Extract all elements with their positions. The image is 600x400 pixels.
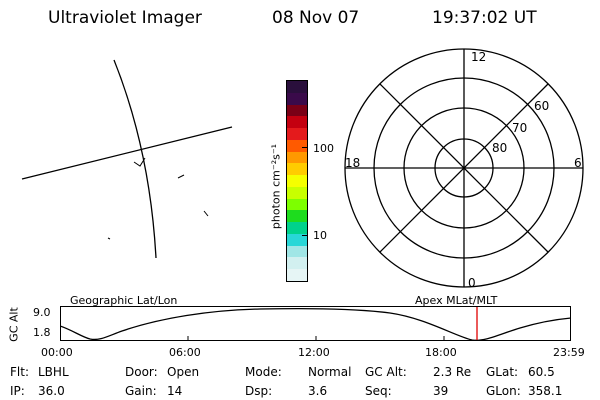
- status-value: 3.6: [308, 384, 328, 398]
- status-key: GLon:: [486, 384, 521, 398]
- colorbar-segment: [287, 104, 307, 117]
- status-key: Flt:: [10, 365, 29, 379]
- coastline-fragment: [177, 174, 185, 179]
- status-key: Gain:: [125, 384, 157, 398]
- timeline-frame: [60, 306, 571, 341]
- time-tick-0000: 00:00: [41, 346, 73, 359]
- colorbar-unit-label: photon cm⁻²s⁻¹: [269, 143, 283, 230]
- colorbar-segment: [287, 92, 307, 105]
- mlt-label-18: 18: [345, 156, 360, 170]
- coastline-fragment: [107, 237, 111, 240]
- status-key: GLat:: [486, 365, 519, 379]
- status-value: 60.5: [528, 365, 555, 379]
- colorbar-tickmark: [302, 147, 307, 148]
- colorbar-segment: [287, 81, 307, 93]
- mlat-label-80: 80: [492, 141, 507, 155]
- status-key: Dsp:: [245, 384, 273, 398]
- mlt-label-12: 12: [471, 50, 486, 64]
- color-scale-bar: [286, 80, 308, 282]
- mlt-label-0: 0: [468, 276, 476, 290]
- status-value: 358.1: [528, 384, 563, 398]
- altitude-curve: [60, 307, 572, 341]
- latitude-line: [21, 126, 233, 180]
- meridian-line: [113, 59, 157, 259]
- geographic-map-panel: [21, 59, 233, 259]
- geographic-label: Geographic Lat/Lon: [70, 294, 178, 307]
- colorbar-segment: [287, 198, 307, 211]
- colorbar-segment: [287, 257, 307, 270]
- altitude-timeline-plot: [60, 306, 572, 341]
- status-value: Open: [167, 365, 200, 379]
- alt-tick-max: 9.0: [33, 306, 51, 319]
- status-key: IP:: [10, 384, 25, 398]
- colorbar-segment: [287, 222, 307, 234]
- colorbar-segment: [287, 233, 307, 246]
- mlat-label-60: 60: [534, 99, 549, 113]
- observation-time: 19:37:02 UT: [432, 8, 537, 28]
- time-tick-1800: 18:00: [425, 346, 457, 359]
- colorbar-tick-10: 10: [313, 229, 327, 242]
- diagonal-meridian: [379, 83, 549, 253]
- status-value: 2.3 Re: [433, 365, 472, 379]
- status-key: Seq:: [365, 384, 392, 398]
- timeline-ylabel: GC Alt: [7, 307, 21, 342]
- colorbar-segment: [287, 128, 307, 140]
- colorbar-segment: [287, 163, 307, 176]
- apex-label: Apex MLat/MLT: [415, 294, 498, 307]
- alt-tick-min: 1.8: [33, 326, 51, 339]
- colorbar-tick-100: 100: [313, 142, 334, 155]
- polar-mlt-grid: 12 18 6 0 60 70 80: [344, 48, 584, 290]
- colorbar-segment: [287, 210, 307, 223]
- status-value: Normal: [308, 365, 352, 379]
- time-tick-0600: 06:00: [169, 346, 201, 359]
- instrument-title: Ultraviolet Imager: [48, 8, 202, 28]
- time-tick-2359: 23:59: [553, 346, 585, 359]
- colorbar-segment: [287, 151, 307, 164]
- status-value: 39: [433, 384, 449, 398]
- colorbar-segment: [287, 245, 307, 258]
- mlt-label-6: 6: [574, 156, 582, 170]
- mlat-label-70: 70: [512, 121, 527, 135]
- observation-date: 08 Nov 07: [272, 8, 360, 28]
- colorbar-segment: [287, 175, 307, 187]
- colorbar-segment: [287, 269, 307, 282]
- status-key: Door:: [125, 365, 158, 379]
- status-key: GC Alt:: [365, 365, 407, 379]
- colorbar-segment: [287, 186, 307, 199]
- status-value: 36.0: [38, 384, 65, 398]
- time-tick-1200: 12:00: [298, 346, 330, 359]
- status-value: LBHL: [38, 365, 69, 379]
- colorbar-tickmark: [302, 235, 307, 236]
- status-key: Mode:: [245, 365, 282, 379]
- status-value: 14: [167, 384, 183, 398]
- coastline-fragment: [133, 157, 146, 167]
- coastline-fragment: [203, 210, 209, 217]
- colorbar-segment: [287, 139, 307, 152]
- colorbar-segment: [287, 116, 307, 129]
